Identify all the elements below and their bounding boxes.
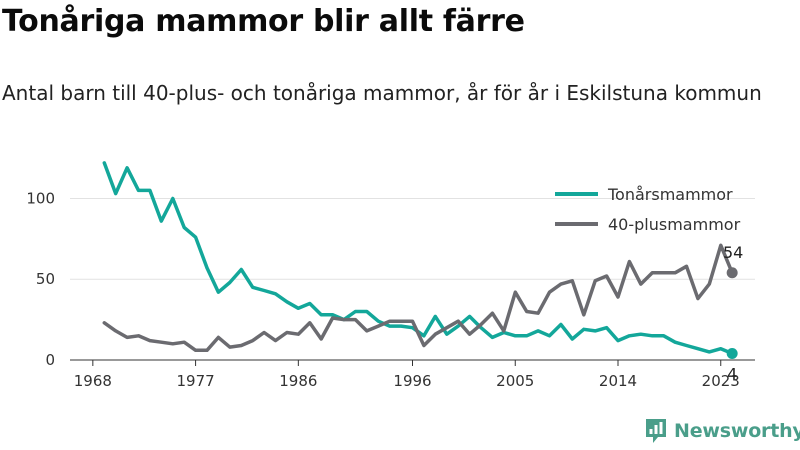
newsworthy-brand: Newsworthy	[644, 418, 800, 444]
series-line-40-plusmammor	[102, 243, 734, 353]
y-tick-label: 50	[36, 270, 55, 288]
x-tick-label: 1986	[279, 372, 317, 390]
x-tick-label: 2014	[599, 372, 637, 390]
x-tick-label: 1977	[176, 372, 214, 390]
chart-subtitle: Antal barn till 40-plus- och tonåriga ma…	[2, 81, 762, 105]
x-tick-label: 1968	[74, 372, 112, 390]
y-axis-tick-labels: 0 50 100	[26, 189, 55, 369]
series-end-label: 4	[727, 365, 737, 384]
x-tick-label: 2023	[702, 372, 740, 390]
chart-title: Tonåriga mammor blir allt färre	[2, 4, 525, 39]
bar-chart-logo-icon	[646, 419, 666, 443]
series-lines	[102, 161, 734, 356]
series-end-point	[726, 267, 738, 279]
series-end-label: 54	[723, 243, 743, 262]
x-tick-label: 1996	[393, 372, 431, 390]
x-tick-label: 2005	[496, 372, 534, 390]
y-tick-label: 100	[26, 189, 55, 207]
series-end-markers: 4 54	[723, 243, 743, 384]
legend-label: Tonårsmammor	[607, 185, 733, 204]
x-axis: 1968 1977 1986 1996 2005 2014 2023	[70, 359, 755, 390]
legend: Tonårsmammor 40-plusmammor	[555, 185, 741, 234]
y-tick-label: 0	[45, 351, 55, 369]
gridlines	[70, 197, 755, 280]
series-end-point	[726, 348, 738, 360]
legend-label: 40-plusmammor	[608, 215, 741, 234]
brand-name: Newsworthy	[674, 420, 800, 442]
